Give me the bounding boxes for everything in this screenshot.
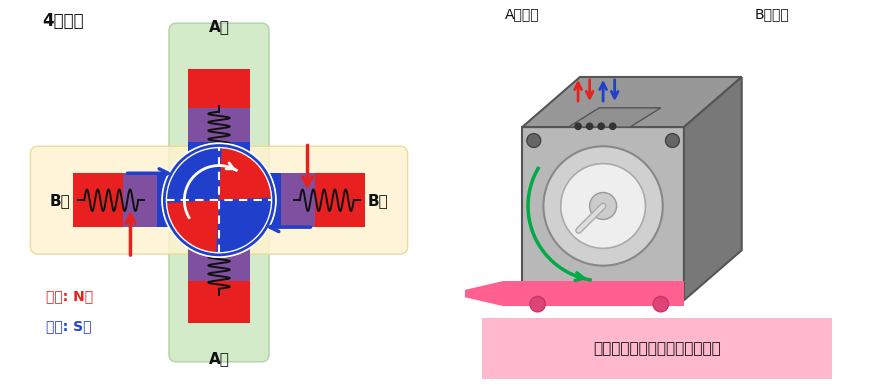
Wedge shape <box>219 147 272 200</box>
Text: B相输入: B相输入 <box>755 8 790 22</box>
Bar <box>73 173 123 227</box>
Bar <box>522 127 684 300</box>
Bar <box>503 281 684 306</box>
Text: A相输入: A相输入 <box>505 8 540 22</box>
Bar <box>188 69 250 108</box>
Text: A相: A相 <box>208 351 230 366</box>
Bar <box>123 173 158 227</box>
Wedge shape <box>219 200 272 253</box>
Text: B相: B相 <box>50 193 70 208</box>
Wedge shape <box>166 147 219 200</box>
Bar <box>188 108 250 142</box>
Circle shape <box>526 134 540 147</box>
Circle shape <box>575 122 582 130</box>
FancyBboxPatch shape <box>482 318 832 379</box>
Bar <box>188 223 250 246</box>
Circle shape <box>165 146 273 255</box>
Text: 转子转动并连续执行步进操作。: 转子转动并连续执行步进操作。 <box>593 341 721 356</box>
Bar <box>188 246 250 281</box>
Circle shape <box>597 122 605 130</box>
Text: B相: B相 <box>368 193 388 208</box>
FancyBboxPatch shape <box>169 23 269 362</box>
Circle shape <box>609 122 617 130</box>
Bar <box>188 281 250 323</box>
Text: 红色: N极: 红色: N极 <box>46 289 93 303</box>
Circle shape <box>561 164 646 248</box>
Bar <box>280 173 315 227</box>
Bar <box>158 173 184 227</box>
Polygon shape <box>522 77 742 127</box>
Circle shape <box>161 142 277 258</box>
Circle shape <box>666 134 679 147</box>
Wedge shape <box>166 200 219 253</box>
Circle shape <box>586 122 593 130</box>
Circle shape <box>543 146 663 266</box>
Polygon shape <box>449 281 503 306</box>
Circle shape <box>530 296 546 312</box>
Bar <box>254 173 280 227</box>
Text: 4极电机: 4极电机 <box>42 12 83 30</box>
Circle shape <box>590 192 617 219</box>
Bar <box>315 173 365 227</box>
Text: A相: A相 <box>208 19 230 34</box>
Text: 蓝色: S极: 蓝色: S极 <box>46 320 91 333</box>
Polygon shape <box>569 108 661 127</box>
Polygon shape <box>684 77 742 300</box>
Bar <box>188 142 250 166</box>
FancyBboxPatch shape <box>31 146 407 254</box>
Circle shape <box>653 296 668 312</box>
